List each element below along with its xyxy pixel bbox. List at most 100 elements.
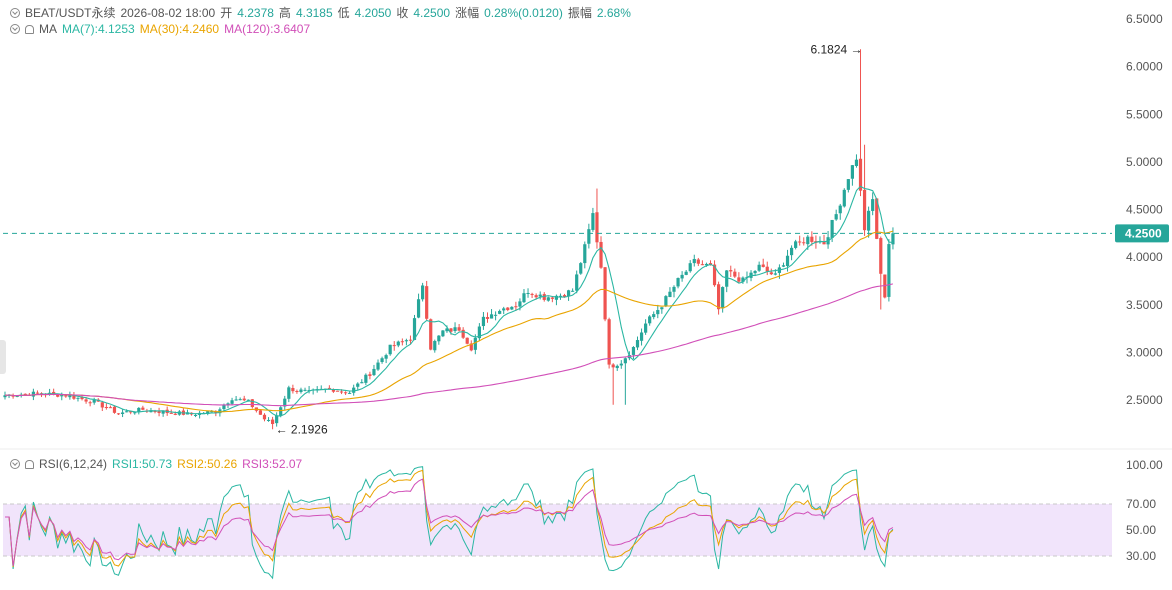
candle-body	[226, 403, 230, 406]
candle-body	[477, 326, 481, 339]
candle-body	[550, 297, 554, 299]
candle-body	[206, 411, 210, 414]
ohlc-header: BEAT/USDT永续 2026-08-02 18:00 开 4.2378 高 …	[10, 4, 636, 21]
candle-body	[648, 316, 652, 324]
candle-body	[765, 266, 769, 272]
candle-body	[773, 273, 777, 275]
candle-body	[35, 392, 40, 394]
candle-body	[72, 394, 76, 399]
candle-body	[785, 255, 790, 267]
candle-body	[56, 394, 60, 397]
candle-body	[858, 158, 863, 191]
rsi-tick-label: 100.00	[1126, 458, 1163, 472]
change-value: 0.28%(0.0120)	[484, 5, 563, 20]
alert-bell-icon[interactable]	[25, 24, 34, 34]
high-label: 高	[278, 6, 291, 20]
candle-body	[116, 413, 121, 415]
candle-body	[437, 335, 441, 342]
candle-body	[542, 294, 546, 300]
candle-body	[729, 270, 733, 272]
candle-body	[169, 412, 173, 414]
rsi-name: RSI(6,12,24)	[39, 457, 108, 471]
candle-body	[429, 319, 433, 350]
candle-body	[485, 317, 490, 319]
candle-body	[421, 285, 425, 300]
candle-body	[327, 387, 331, 389]
ma120-value: MA(120):3.6407	[224, 22, 311, 36]
candle-body	[404, 340, 408, 342]
candle-body	[112, 406, 117, 413]
candle-body	[3, 395, 7, 398]
candle-body	[445, 328, 449, 332]
ma30-line	[4, 230, 894, 413]
candle-body	[834, 214, 838, 220]
candle-body	[822, 241, 826, 245]
candle-body	[579, 263, 583, 274]
candle-body	[700, 264, 704, 266]
candle-body	[258, 410, 263, 415]
candle-body	[712, 264, 717, 286]
candle-body	[802, 242, 806, 244]
candle-body	[335, 390, 340, 392]
ma-name: MA	[39, 22, 57, 36]
candle-body	[789, 247, 794, 256]
candle-body	[287, 387, 291, 399]
candle-body	[611, 364, 615, 368]
candle-body	[222, 404, 226, 410]
candle-body	[676, 278, 680, 287]
candle-body	[108, 407, 113, 409]
candle-body	[566, 290, 571, 297]
candle-body	[453, 327, 457, 332]
candle-body	[879, 238, 883, 274]
candle-body	[587, 229, 591, 244]
ma7-value: MA(7):4.1253	[62, 22, 135, 36]
candle-body	[339, 391, 344, 393]
candle-body	[562, 295, 567, 298]
side-panel-toggle[interactable]	[0, 340, 6, 374]
low-value: 4.2050	[354, 5, 392, 20]
candle-body	[364, 374, 368, 383]
candle-body	[283, 398, 287, 407]
candle-body	[583, 244, 587, 264]
candle-body	[473, 337, 477, 350]
ma-collapse-chevron-icon[interactable]	[10, 24, 20, 34]
candle-body	[348, 392, 352, 394]
candle-body	[498, 310, 502, 314]
candle-body	[384, 355, 388, 359]
candle-body	[173, 413, 177, 415]
rsi-collapse-chevron-icon[interactable]	[10, 459, 20, 469]
candle-body	[380, 358, 384, 363]
price-tick-label: 6.5000	[1126, 12, 1163, 26]
collapse-chevron-icon[interactable]	[10, 7, 20, 18]
candle-body	[842, 189, 846, 207]
rsi3-value: RSI3:52.07	[242, 457, 303, 471]
candle-body	[688, 263, 692, 272]
candle-body	[129, 411, 133, 413]
candle-body	[615, 365, 619, 369]
rsi-alert-bell-icon[interactable]	[25, 459, 34, 469]
candle-body	[161, 410, 165, 414]
candle-body	[125, 411, 129, 413]
candle-body	[806, 236, 810, 245]
candle-body	[368, 374, 372, 376]
candle-body	[396, 341, 400, 346]
candle-body	[343, 392, 348, 394]
current-price-tag	[1115, 224, 1169, 243]
candle-body	[210, 411, 214, 413]
candle-body	[15, 395, 19, 397]
candle-body	[137, 407, 141, 413]
candle-body	[392, 345, 396, 347]
candle-body	[846, 179, 850, 190]
candle-body	[100, 402, 104, 408]
price-tick-label: 4.0000	[1126, 250, 1163, 264]
datetime-label: 2026-08-02 18:00	[120, 5, 216, 20]
candle-body	[867, 210, 871, 231]
price-tick-label: 3.5000	[1126, 298, 1163, 312]
candle-body	[502, 308, 506, 311]
candle-body	[753, 271, 757, 274]
candle-body	[88, 402, 92, 404]
candle-body	[408, 339, 413, 341]
candle-body	[891, 233, 895, 245]
candle-body	[388, 344, 392, 355]
